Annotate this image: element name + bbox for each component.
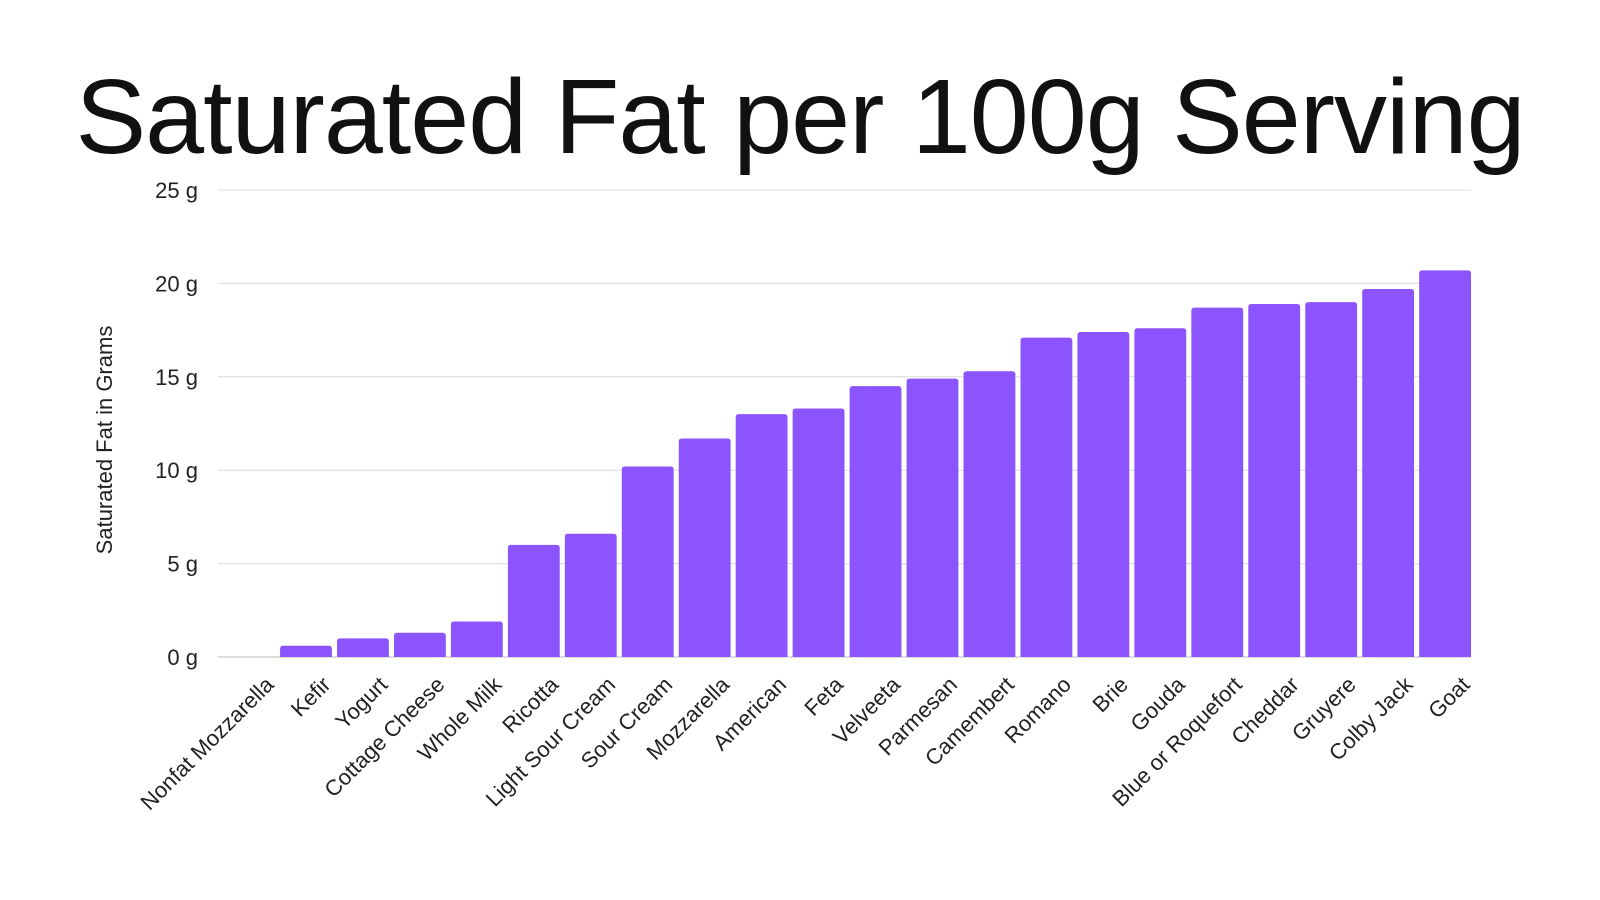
bar — [280, 645, 332, 657]
x-category-label: Goat — [1423, 672, 1474, 723]
bar — [621, 466, 674, 657]
y-tick-label: 10 g — [155, 458, 198, 483]
bar — [963, 371, 1016, 657]
bar — [849, 386, 902, 657]
bar — [1134, 328, 1187, 657]
bar — [678, 438, 731, 657]
chart-title: Saturated Fat per 100g Serving — [75, 58, 1525, 176]
y-tick-label: 20 g — [155, 271, 198, 296]
y-tick-label: 5 g — [167, 552, 198, 577]
bar — [1077, 331, 1130, 657]
bar — [564, 533, 617, 657]
bar — [337, 638, 389, 657]
bar — [1362, 289, 1415, 657]
bar — [1305, 302, 1358, 657]
x-category-label: Feta — [799, 671, 848, 720]
x-category-label: Brie — [1088, 672, 1133, 717]
bar — [507, 544, 560, 657]
y-axis-title: Saturated Fat in Grams — [92, 326, 117, 555]
bar — [1020, 337, 1073, 657]
y-tick-label: 0 g — [167, 645, 198, 670]
bar — [1419, 270, 1471, 657]
bar — [393, 632, 446, 657]
bar — [1191, 307, 1244, 657]
y-tick-label: 25 g — [155, 178, 198, 203]
x-category-label: Kefir — [286, 672, 336, 722]
bar — [906, 378, 959, 657]
bar — [792, 408, 845, 657]
y-axis-ticks: 0 g 5 g 10 g 15 g 20 g 25 g — [155, 178, 198, 670]
bars — [280, 270, 1471, 657]
bar — [450, 621, 503, 657]
y-tick-label: 15 g — [155, 365, 198, 390]
x-category-label: Nonfat Mozzarella — [136, 671, 280, 815]
bar — [735, 414, 788, 657]
bar — [1248, 303, 1301, 657]
